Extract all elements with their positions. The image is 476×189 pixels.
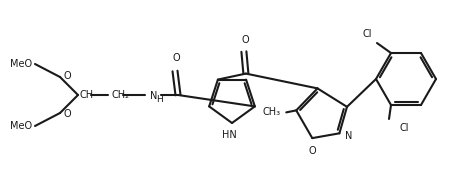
Text: Cl: Cl [399, 123, 408, 133]
Text: MeO: MeO [10, 121, 32, 131]
Text: Cl: Cl [363, 29, 372, 39]
Text: O: O [308, 146, 316, 156]
Text: O: O [172, 53, 180, 63]
Text: N: N [150, 91, 158, 101]
Text: MeO: MeO [10, 59, 32, 69]
Text: CH₃: CH₃ [262, 107, 280, 117]
Text: HN: HN [222, 130, 237, 140]
Text: O: O [241, 35, 248, 45]
Text: O: O [63, 71, 70, 81]
Text: N: N [346, 131, 353, 141]
Text: CH: CH [80, 90, 94, 100]
Text: H: H [156, 94, 163, 104]
Text: O: O [63, 109, 70, 119]
Text: CH₂: CH₂ [112, 90, 130, 100]
